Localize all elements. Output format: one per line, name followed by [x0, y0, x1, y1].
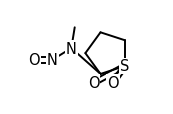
- Text: O: O: [88, 76, 100, 91]
- Text: O: O: [107, 76, 119, 91]
- Text: N: N: [66, 41, 77, 56]
- Text: S: S: [120, 59, 130, 74]
- Text: O: O: [29, 53, 40, 68]
- Text: N: N: [47, 53, 58, 68]
